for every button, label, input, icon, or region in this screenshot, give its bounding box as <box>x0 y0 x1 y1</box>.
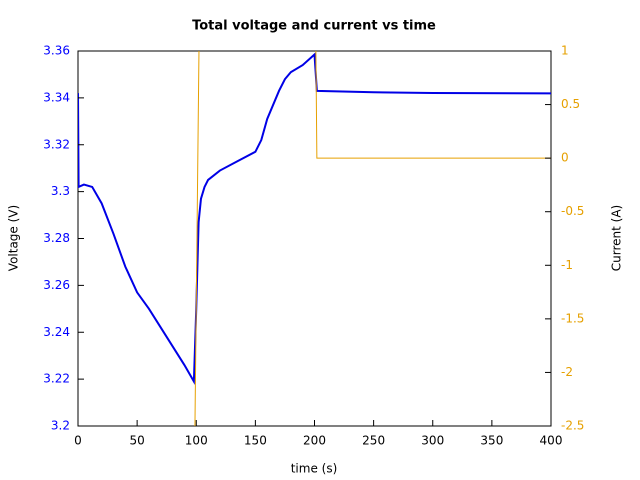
y-tick-label: 3.34 <box>43 90 70 104</box>
y-tick-label: 3.28 <box>43 231 70 245</box>
x-tick-label: 200 <box>303 434 326 448</box>
x-tick-label: 250 <box>362 434 385 448</box>
x-tick-label: 100 <box>185 434 208 448</box>
y-axis-label: Voltage (V) <box>7 205 21 271</box>
y2-tick-label: -2.5 <box>561 419 584 433</box>
x-tick-label: 0 <box>74 434 82 448</box>
y-tick-label: 3.22 <box>43 372 70 386</box>
y2-tick-label: 0 <box>561 151 569 165</box>
x-axis-label: time (s) <box>291 462 338 476</box>
plot-frame <box>77 50 552 427</box>
y-tick-label: 3.24 <box>43 325 70 339</box>
plot-area <box>78 51 551 426</box>
y2-axis-label: Current (A) <box>610 205 624 271</box>
y2-tick-label: -1.5 <box>561 311 584 325</box>
y-tick-label: 3.3 <box>51 184 70 198</box>
x-tick-label: 400 <box>540 434 563 448</box>
x-tick-label: 150 <box>244 434 267 448</box>
chart-title: Total voltage and current vs time <box>192 19 436 34</box>
series-line <box>78 52 551 386</box>
y-tick-label: 3.2 <box>51 419 70 433</box>
y-tick-label: 3.32 <box>43 137 70 151</box>
x-tick-label: 300 <box>421 434 444 448</box>
y-tick-label: 3.36 <box>43 44 70 58</box>
y2-tick-label: -2 <box>561 365 573 379</box>
y2-tick-label: 0.5 <box>561 97 580 111</box>
y2-tick-label: -1 <box>561 258 573 272</box>
y2-tick-label: 1 <box>561 44 569 58</box>
y-tick-label: 3.26 <box>43 278 70 292</box>
series-line <box>194 51 551 426</box>
x-tick-label: 50 <box>129 434 144 448</box>
y2-tick-label: -0.5 <box>561 204 584 218</box>
x-tick-label: 350 <box>480 434 503 448</box>
